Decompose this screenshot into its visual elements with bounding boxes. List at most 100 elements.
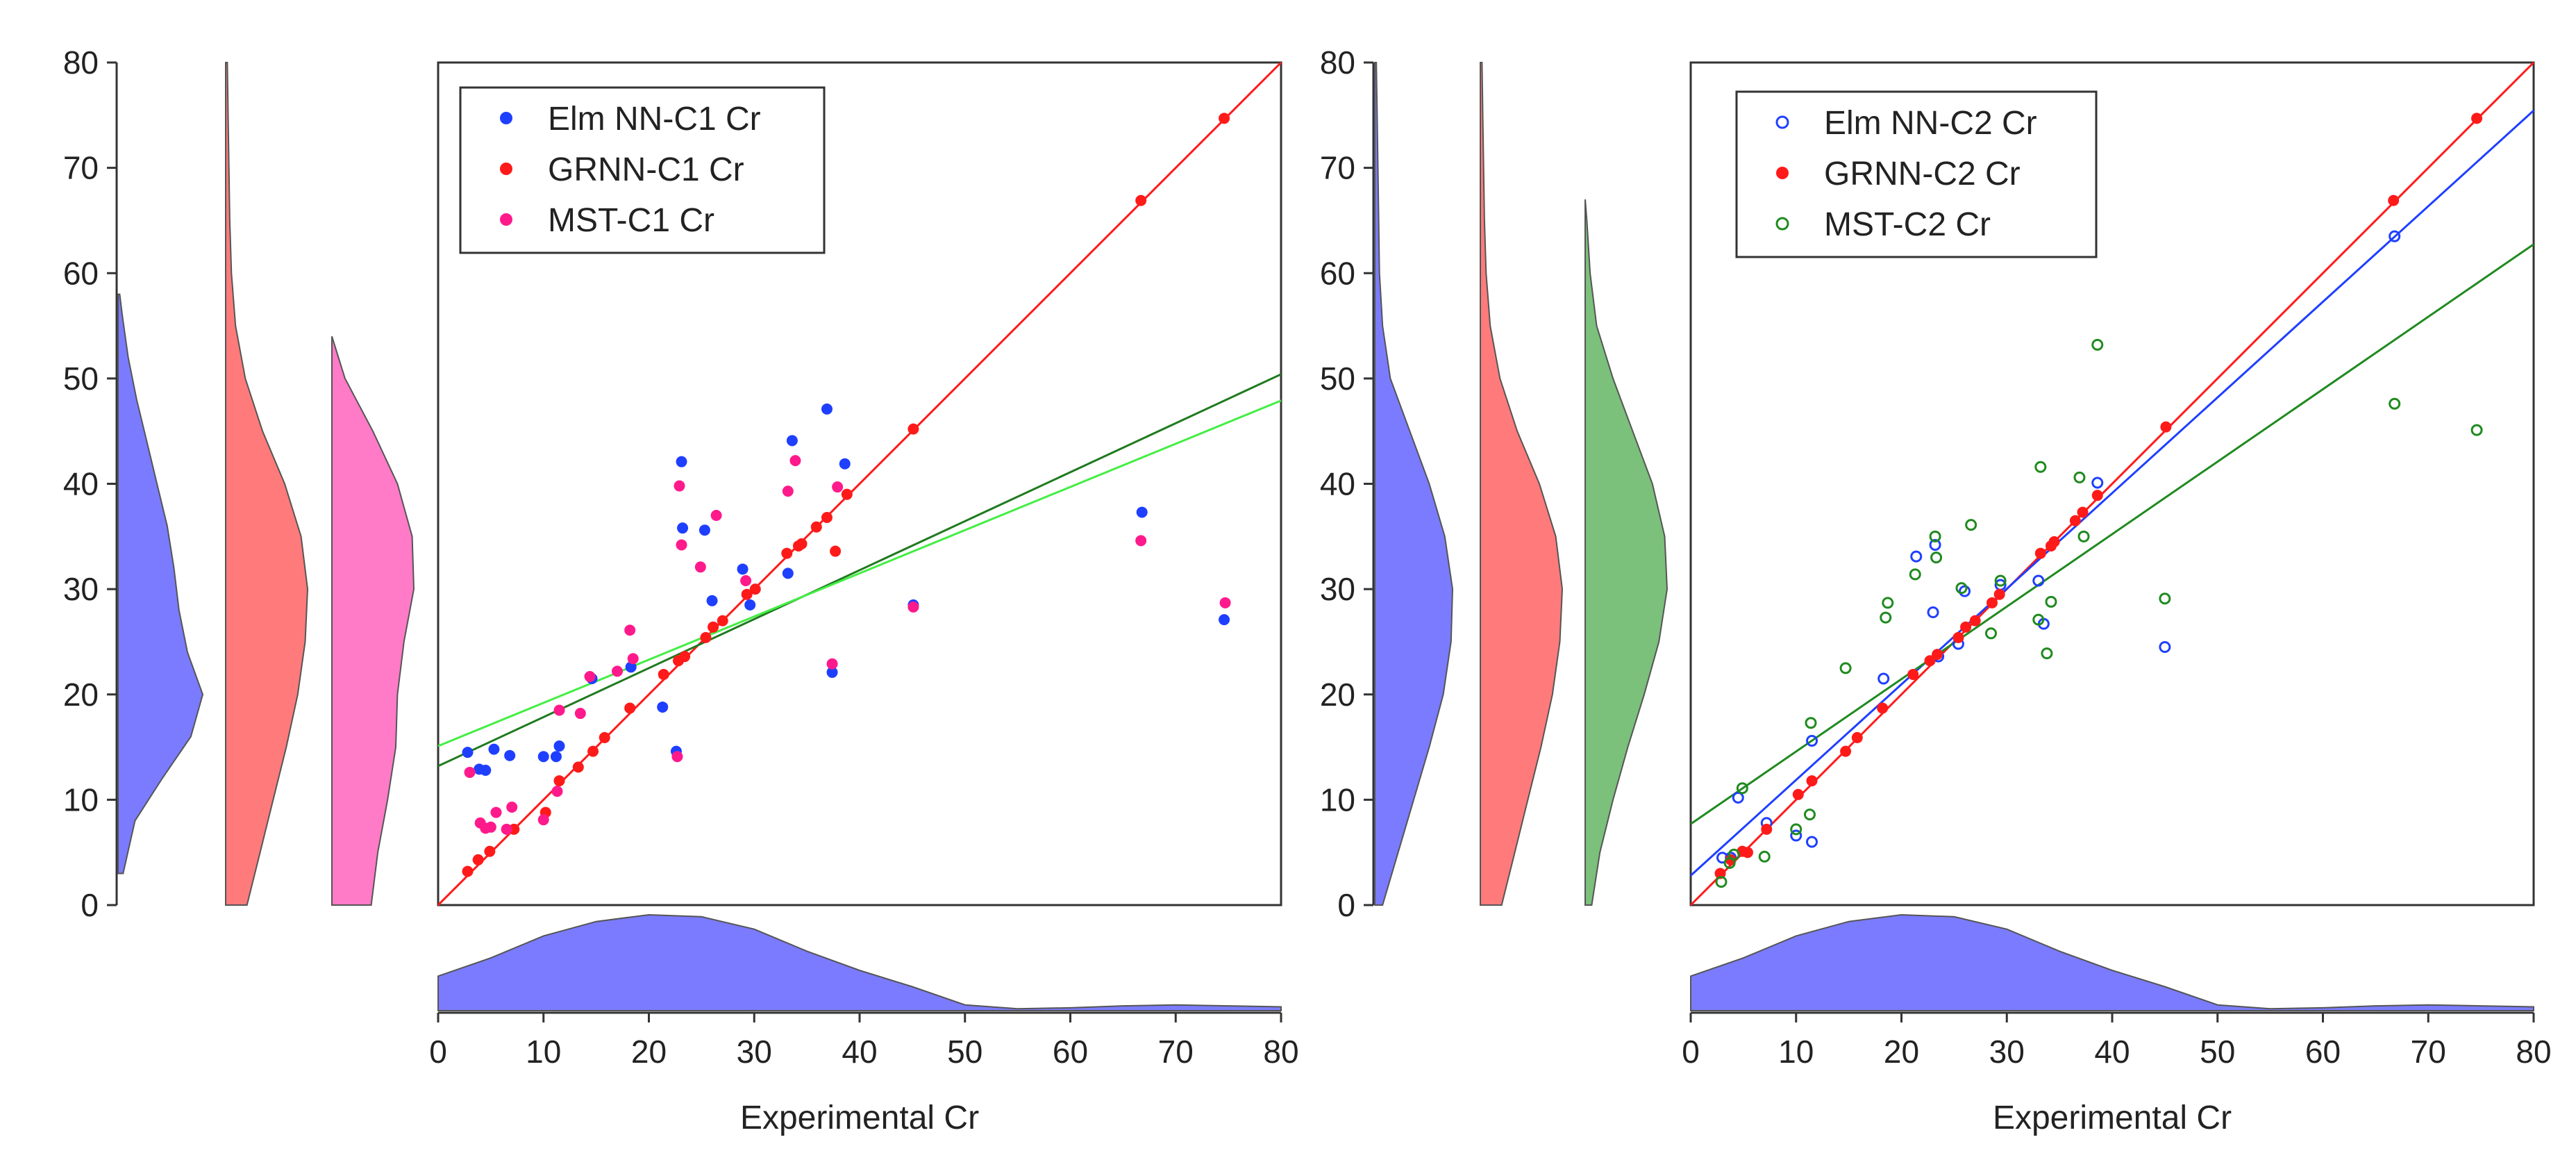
mst-c2-cr-point: [1880, 611, 1892, 624]
mst-c1-cr-point: [627, 653, 639, 665]
mst-c1-cr-point: [908, 601, 919, 613]
right-y-tick-label: 0: [1337, 887, 1355, 923]
grnn-c2-cr-point: [1851, 731, 1863, 743]
mst-c2-cr-point: [1929, 530, 1941, 542]
grnn-c2-cr-point: [1792, 788, 1804, 800]
elm-nn-c1-cr-point: [826, 666, 838, 678]
mst-c2-cr-point: [1736, 782, 1748, 795]
mst-c2-cr-legend-marker: [1775, 217, 1789, 231]
elm-nn-c1-cr-point: [625, 661, 637, 673]
left-y-tick-label: 70: [63, 150, 99, 186]
x-density-area: [437, 913, 1282, 1011]
grnn-c2-cr-legend-label: GRNN-C2 Cr: [1824, 156, 2021, 192]
grnn-c1-cr-point: [708, 621, 719, 633]
grnn-c2-cr-point: [2160, 421, 2172, 433]
grnn-c1-cr-point: [908, 423, 919, 435]
grnn-c1-cr-point: [821, 512, 833, 524]
elm-nn-c2-cr-point: [2389, 230, 2401, 242]
elm-nn-c1-cr-point: [782, 567, 794, 579]
panel-c2-legend: Elm NN-C2 Cr GRNN-C2 Cr MST-C2 Cr: [1735, 90, 2098, 258]
elm-nn-c2-cr-point: [2159, 641, 2171, 654]
grnn-c1-cr-point: [462, 865, 474, 877]
legend-frame: [459, 86, 826, 254]
elm-nn-c2-fit-line: [1689, 110, 2535, 877]
grnn-c1-cr-point: [841, 488, 853, 500]
grnn-c2-cr-point: [1714, 868, 1726, 879]
mst-c2-y-density: [1584, 199, 1668, 906]
mst-c1-cr-point: [574, 708, 586, 720]
mst-c1-cr-point: [537, 814, 549, 826]
elm-nn-c2-cr-point: [1927, 606, 1939, 618]
elm-nn-c1-cr-point: [657, 701, 669, 713]
elm-nn-c1-cr-point: [839, 458, 851, 470]
elm-nn-c1-cr-point: [821, 403, 833, 415]
x-axis-tick-label: 60: [1053, 1034, 1088, 1070]
elm-nn-c2-cr-point: [1806, 836, 1818, 848]
grnn-c2-cr-point: [2048, 536, 2060, 547]
grnn-c1-cr-point: [1219, 113, 1230, 124]
elm-nn-c2-cr-point: [1806, 734, 1818, 747]
grnn-c2-cr-point: [1840, 745, 1852, 757]
mst-c1-cr-point: [674, 480, 685, 492]
mst-c1-cr-point: [506, 801, 518, 813]
mst-c2-cr-point: [1909, 568, 1921, 581]
mst-c1-cr-point: [551, 786, 563, 797]
grnn-c1-cr-point: [553, 775, 565, 787]
x-axis-tick-label: 10: [526, 1034, 561, 1070]
grnn-c2-cr-point: [1806, 775, 1818, 787]
elm-nn-c1-cr-point: [550, 751, 562, 763]
mst-c1-cr-point: [832, 481, 844, 493]
legend-frame: [1735, 90, 2098, 258]
grnn-c2-cr-legend-marker: [1776, 167, 1789, 179]
elm-nn-c1-cr-point: [1136, 506, 1148, 518]
right-y-tick-label: 20: [1320, 677, 1355, 713]
elm-nn-c2-cr-point: [1959, 585, 1971, 597]
elm-nn-c1-cr-legend-label: Elm NN-C1 Cr: [548, 101, 761, 138]
grnn-c1-cr-point: [1135, 194, 1147, 206]
mst-c2-cr-point: [1839, 662, 1852, 674]
left-y-tick-label: 50: [63, 361, 99, 397]
left-y-tick-label: 60: [63, 255, 99, 291]
mst-c2-cr-point: [2073, 471, 2086, 483]
elm-nn-c1-cr-point: [737, 563, 748, 575]
grnn-c2-cr-point: [2069, 515, 2081, 527]
right-y-tick-label: 50: [1320, 361, 1355, 397]
mst-c2-cr-point: [1805, 717, 1817, 729]
grnn-c1-cr-legend-marker: [500, 163, 512, 175]
mst-c1-cr-point: [710, 509, 722, 521]
elm-nn-c1-cr-point: [744, 599, 756, 611]
grnn-c1-cr-point: [700, 631, 712, 643]
mst-c2-cr-point: [2470, 424, 2483, 436]
mst-c2-cr-point: [1965, 519, 1977, 531]
elm-nn-c1-cr-point: [553, 740, 565, 752]
right-y-tick-label: 70: [1320, 150, 1355, 186]
mst-c2-cr-point: [2159, 593, 2171, 605]
mst-c2-fit-line: [1690, 243, 2534, 825]
elm-nn-c1-cr-point: [504, 749, 516, 761]
mst-c2-cr-point: [2389, 397, 2401, 410]
elm-nn-c2-cr-point: [1877, 672, 1890, 685]
left-y-tick-label: 40: [63, 466, 99, 502]
panel-c1-x-density: [437, 913, 1282, 1011]
x-axis-tick-label: 70: [1158, 1034, 1194, 1070]
elm-nn-c1-cr-legend-marker: [500, 112, 512, 124]
elm-nn-c1-cr-point: [488, 743, 500, 755]
elm-nn-c2-cr-point: [1732, 791, 1744, 804]
elm-nn-c1-cr-point: [1219, 614, 1230, 626]
panel-c1-points: [462, 113, 1231, 877]
right-y-tick-label: 10: [1320, 781, 1355, 818]
panel-c2-x-density: [1690, 913, 2534, 1011]
grnn-c1-cr-point: [572, 761, 584, 773]
elm-nn-c2-cr-point: [2091, 477, 2104, 489]
grnn-c1-cr-point: [599, 731, 610, 743]
panel-c1-x-label: Experimental Cr: [740, 1100, 979, 1136]
left-y-densities: [117, 62, 415, 906]
right-y-tick-label: 60: [1320, 255, 1355, 291]
x-axis-tick-label: 10: [1778, 1034, 1814, 1070]
mst-c1-cr-point: [782, 486, 794, 497]
x-axis-tick-label: 0: [429, 1034, 447, 1070]
elm-nn-c1-cr-point: [480, 764, 492, 776]
x-density-area: [1690, 913, 2534, 1011]
mst-c2-cr-point: [2077, 530, 2090, 542]
mst-c1-fit-line: [437, 373, 1282, 768]
